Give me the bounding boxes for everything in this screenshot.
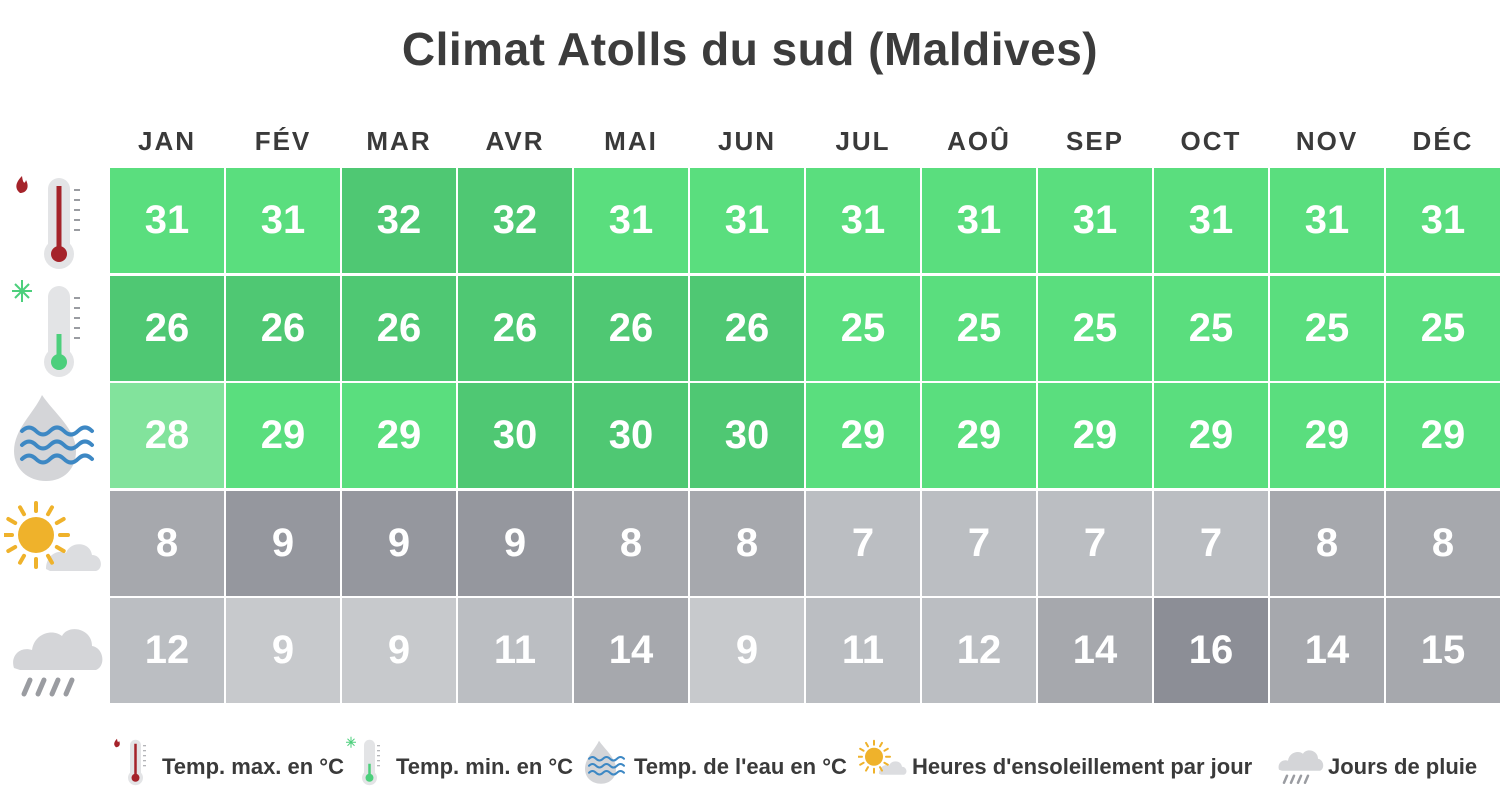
value-cell: 9 <box>458 490 572 596</box>
value-cell: 26 <box>226 275 340 381</box>
month-label: FÉV <box>254 126 312 156</box>
value-cell: 29 <box>342 383 456 488</box>
water-temperature-icon <box>4 383 104 488</box>
value-cell: 26 <box>342 275 456 381</box>
value-cell: 25 <box>1270 275 1384 381</box>
value-cell: 8 <box>110 490 224 596</box>
thermometer-cold-icon <box>4 276 104 381</box>
value-cell: 12 <box>110 598 224 703</box>
thermometer-hot-icon <box>108 730 158 792</box>
value-cell: 30 <box>574 383 688 488</box>
legend-item: Temp. de l'eau en °C <box>580 722 847 792</box>
value-cell: 29 <box>226 383 340 488</box>
month-label: MAR <box>366 126 432 156</box>
value-cell: 29 <box>806 383 920 488</box>
value-cell: 8 <box>1270 490 1384 596</box>
value-cell: 9 <box>226 598 340 703</box>
thermometer-hot-icon <box>4 168 104 273</box>
water-temperature-icon <box>580 730 630 792</box>
legend-item: Temp. min. en °C <box>342 722 573 792</box>
rain-cloud-icon <box>4 598 104 703</box>
value-cell: 32 <box>342 168 456 273</box>
value-cell: 31 <box>806 168 920 273</box>
value-cell: 25 <box>922 275 1036 381</box>
legend-label: Temp. de l'eau en °C <box>634 754 847 779</box>
value-cell: 8 <box>574 490 688 596</box>
value-cell: 9 <box>690 598 804 703</box>
value-cell: 7 <box>1038 490 1152 596</box>
month-label: MAI <box>604 126 658 156</box>
legend-label: Temp. max. en °C <box>162 754 344 779</box>
value-cell: 29 <box>1386 383 1500 488</box>
legend-label: Heures d'ensoleillement par jour <box>912 754 1253 779</box>
sun-cloud-icon <box>2 491 104 596</box>
value-cell: 30 <box>458 383 572 488</box>
value-cell: 29 <box>922 383 1036 488</box>
value-cell: 9 <box>342 598 456 703</box>
climate-grid: 31 31 32 32 31 31 31 31 31 31 31 31 26 26 26 26 26 26 25 25… <box>110 168 1500 708</box>
value-cell: 29 <box>1154 383 1268 488</box>
value-cell: 25 <box>806 275 920 381</box>
month-label: JUL <box>835 126 891 156</box>
thermometer-cold-icon <box>342 730 392 792</box>
month-label: OCT <box>1180 126 1242 156</box>
chart-title: Climat Atolls du sud (Maldives) <box>401 23 1099 75</box>
value-cell: 7 <box>1154 490 1268 596</box>
legend: Temp. max. en °C Temp. min. en °C Temp. de… <box>0 722 1500 802</box>
month-label: NOV <box>1295 126 1359 156</box>
month-header-row: JAN FÉV MAR AVR MAI JUN JUL AOÛ SEP OCT NOV DÉC <box>110 126 1500 166</box>
legend-item: Jours de pluie <box>1274 722 1477 792</box>
legend-label: Jours de pluie <box>1328 754 1478 779</box>
value-cell: 9 <box>226 490 340 596</box>
value-cell: 26 <box>458 275 572 381</box>
legend-label: Temp. min. en °C <box>396 754 574 779</box>
row-icons <box>0 168 108 708</box>
value-cell: 31 <box>922 168 1036 273</box>
value-cell: 29 <box>1270 383 1384 488</box>
legend-item: Temp. max. en °C <box>108 722 344 792</box>
month-label: DÉC <box>1412 126 1474 156</box>
value-cell: 7 <box>806 490 920 596</box>
value-cell: 16 <box>1154 598 1268 703</box>
value-cell: 8 <box>1386 490 1500 596</box>
value-cell: 29 <box>1038 383 1152 488</box>
month-label: SEP <box>1065 126 1125 156</box>
value-cell: 25 <box>1038 275 1152 381</box>
month-label: AOÛ <box>947 126 1011 156</box>
rain-cloud-icon <box>1274 730 1324 792</box>
value-cell: 14 <box>574 598 688 703</box>
value-cell: 11 <box>458 598 572 703</box>
month-label: JUN <box>717 126 776 156</box>
value-cell: 26 <box>574 275 688 381</box>
value-cell: 8 <box>690 490 804 596</box>
month-label: JAN <box>137 126 196 156</box>
value-cell: 15 <box>1386 598 1500 703</box>
value-cell: 7 <box>922 490 1036 596</box>
value-cell: 14 <box>1038 598 1152 703</box>
value-cell: 26 <box>110 275 224 381</box>
value-cell: 25 <box>1386 275 1500 381</box>
sun-cloud-icon <box>857 730 908 792</box>
value-cell: 9 <box>342 490 456 596</box>
value-cell: 31 <box>1386 168 1500 273</box>
value-cell: 11 <box>806 598 920 703</box>
month-label: AVR <box>485 126 545 156</box>
value-cell: 31 <box>226 168 340 273</box>
value-cell: 31 <box>1154 168 1268 273</box>
value-cell: 14 <box>1270 598 1384 703</box>
value-cell: 25 <box>1154 275 1268 381</box>
legend-item: Heures d'ensoleillement par jour <box>857 722 1253 792</box>
value-cell: 31 <box>574 168 688 273</box>
value-cell: 31 <box>1270 168 1384 273</box>
value-cell: 30 <box>690 383 804 488</box>
value-cell: 28 <box>110 383 224 488</box>
value-cell: 31 <box>690 168 804 273</box>
value-cell: 31 <box>1038 168 1152 273</box>
value-cell: 32 <box>458 168 572 273</box>
value-cell: 31 <box>110 168 224 273</box>
value-cell: 26 <box>690 275 804 381</box>
value-cell: 12 <box>922 598 1036 703</box>
